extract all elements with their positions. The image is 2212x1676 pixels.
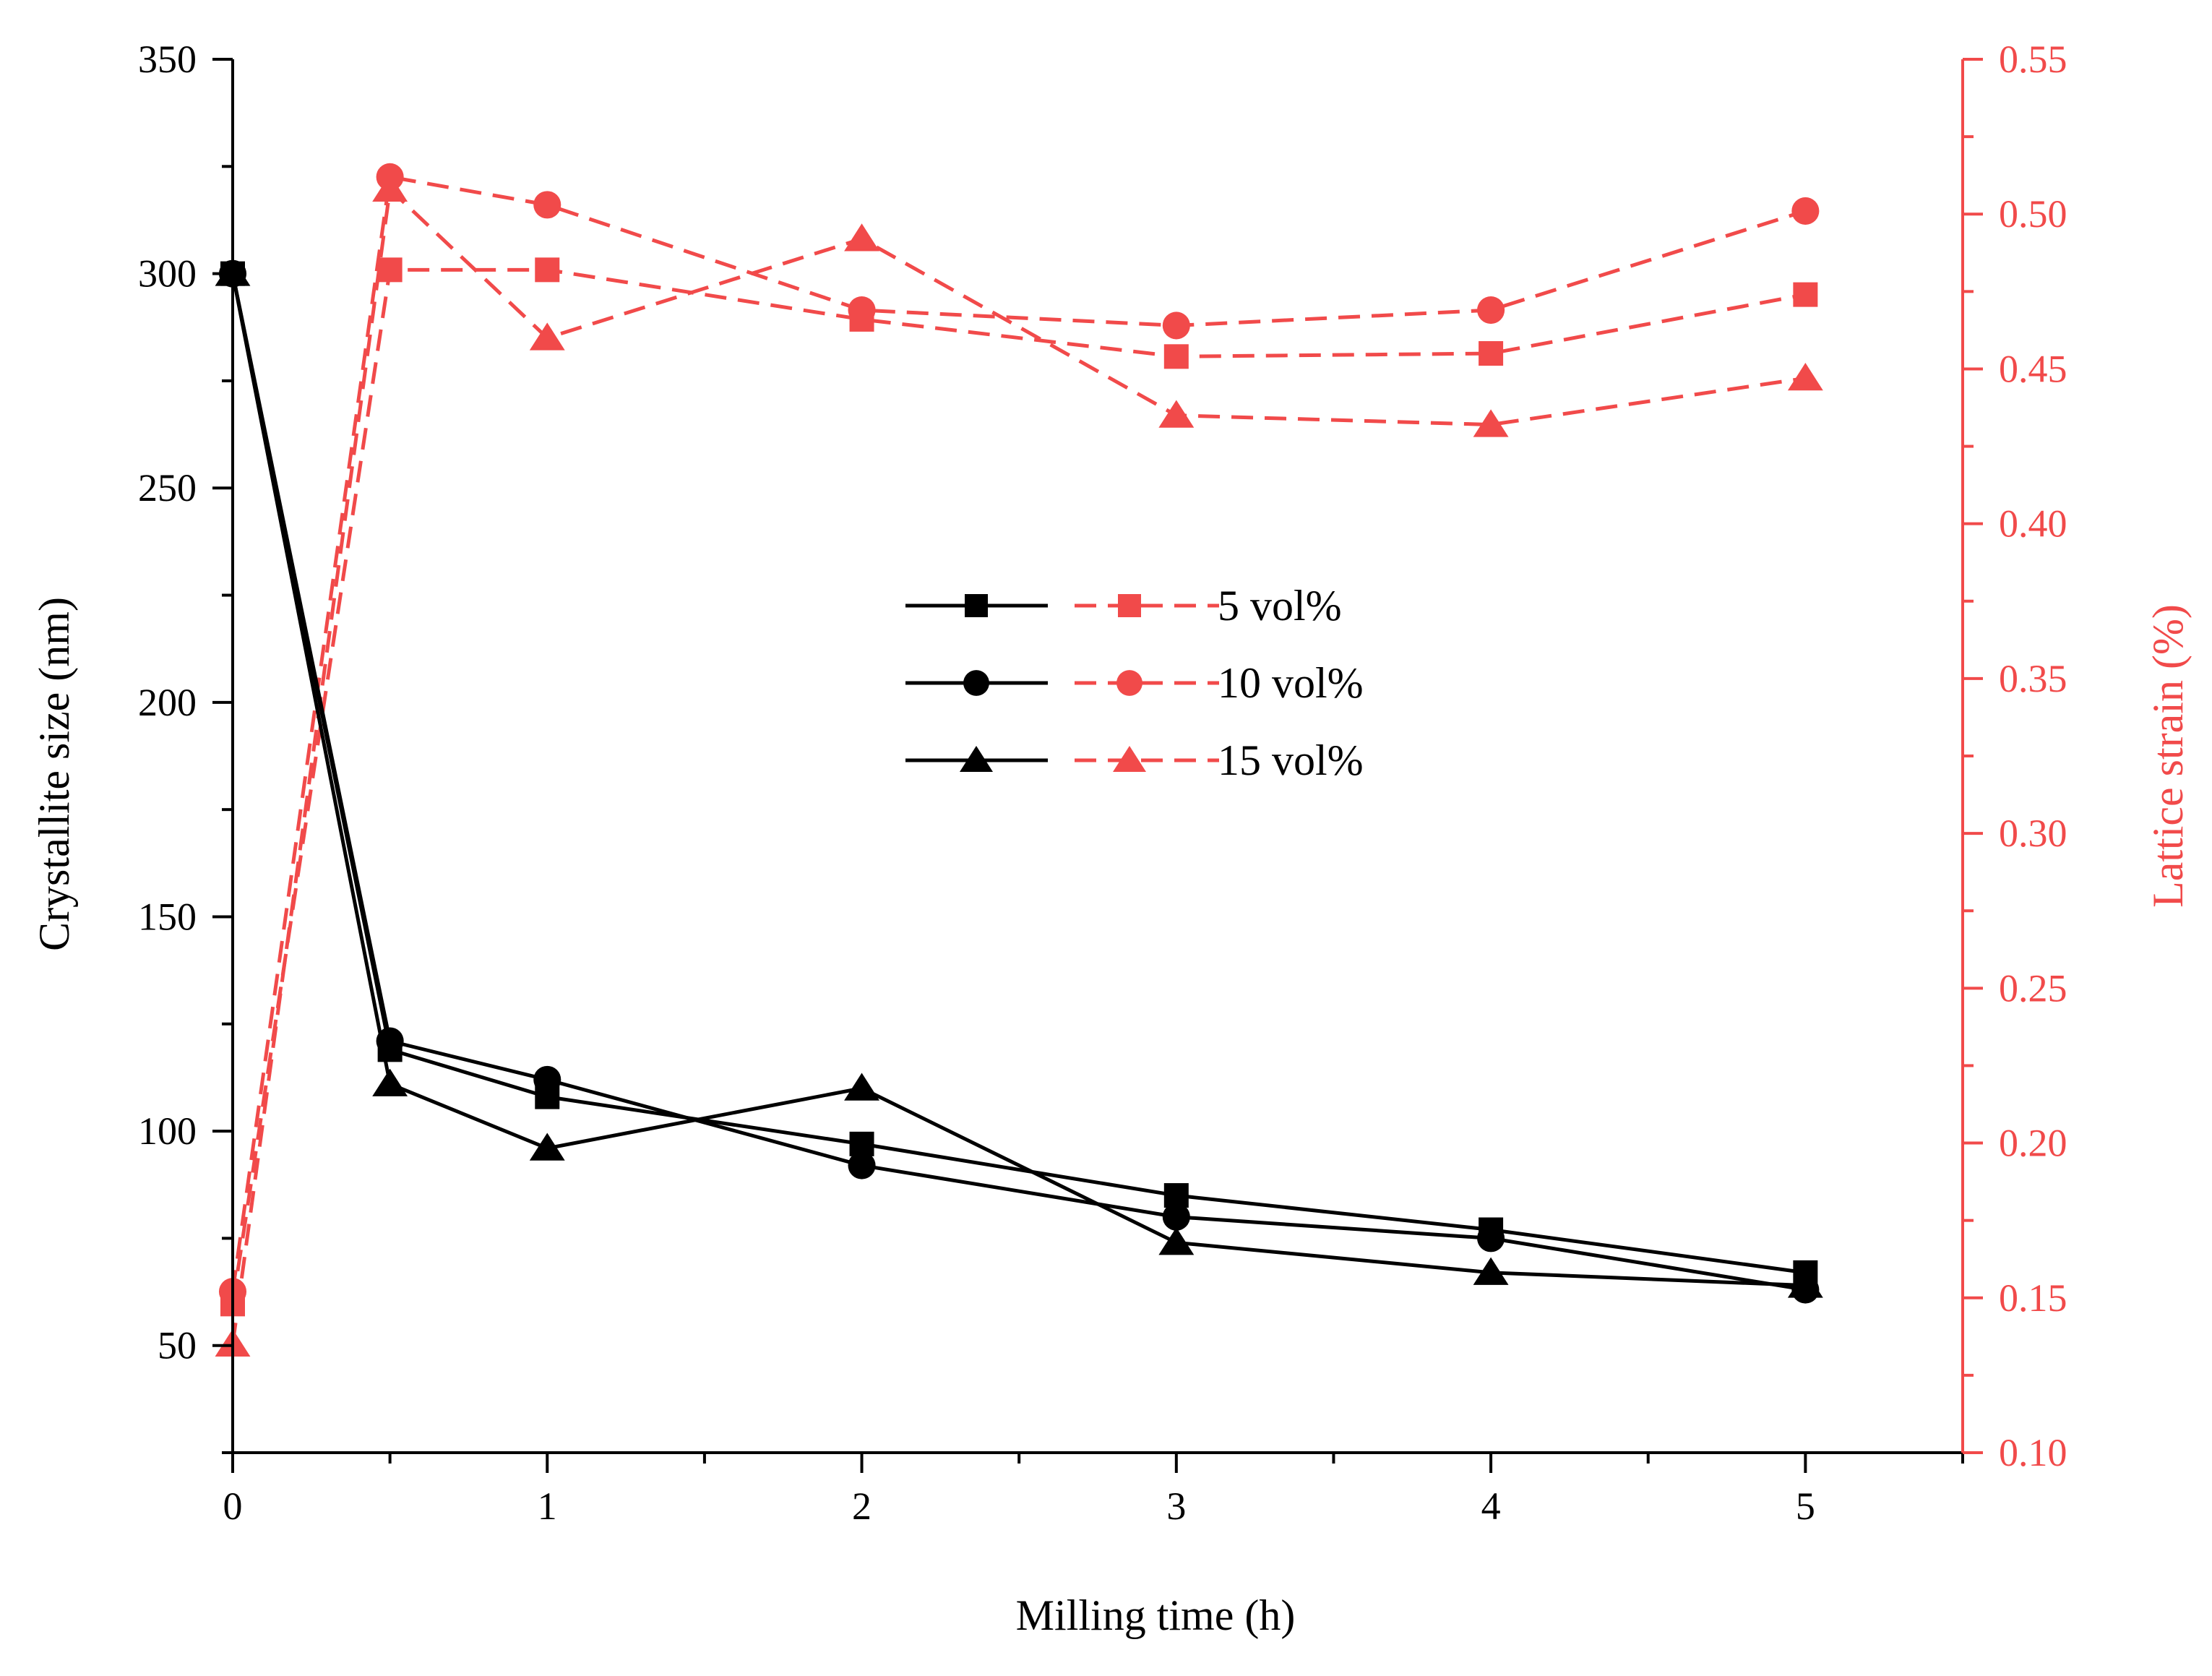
- legend-marker-dashed: [1118, 594, 1141, 617]
- legend: 5 vol% 10 vol% 15 vol%: [905, 582, 1364, 784]
- x-tick-label: 5: [1796, 1484, 1815, 1528]
- legend-item-5-vol-: 5 vol%: [905, 582, 1342, 629]
- legend-label: 10 vol%: [1218, 659, 1364, 707]
- data-point: [529, 322, 565, 351]
- data-point: [529, 1133, 565, 1161]
- y-axis-left-title: Crystallite size (nm): [30, 597, 78, 951]
- legend-item-10-vol-: 10 vol%: [905, 659, 1364, 707]
- data-point: [1162, 1203, 1190, 1231]
- x-axis-title: Milling time (h): [1016, 1591, 1296, 1639]
- y-right-tick-label: 0.35: [1999, 657, 2067, 700]
- y-right-tick-label: 0.45: [1999, 347, 2067, 390]
- series-line: [231, 273, 1806, 1288]
- data-point: [1162, 311, 1190, 340]
- series-line: [231, 273, 1806, 1292]
- series-1-10-vol--left: [218, 259, 1820, 1304]
- data-point: [848, 296, 876, 325]
- y-axis-right-title: Lattice strain (%): [2144, 604, 2192, 908]
- y-left-tick-label: 50: [158, 1324, 197, 1367]
- data-point: [1791, 197, 1820, 225]
- data-point: [1477, 296, 1505, 325]
- y-left-tick-label: 350: [138, 38, 197, 81]
- data-point: [1477, 1224, 1505, 1252]
- data-point: [372, 173, 408, 202]
- series-line: [231, 267, 1806, 1305]
- y-right-tick-label: 0.55: [1999, 38, 2067, 81]
- legend-marker-solid: [960, 746, 993, 772]
- series-3-5-vol--right: [220, 257, 1818, 1317]
- data-point: [533, 191, 561, 219]
- data-point: [844, 1073, 879, 1101]
- data-point: [535, 257, 560, 283]
- x-tick-label: 4: [1481, 1484, 1501, 1528]
- data-point: [533, 1065, 561, 1093]
- data-point: [377, 257, 403, 283]
- data-point: [1787, 1270, 1823, 1298]
- data-point: [1473, 1257, 1509, 1285]
- series-line: [231, 175, 1807, 1292]
- y-right-tick-label: 0.25: [1999, 966, 2067, 1010]
- data-point: [1158, 400, 1195, 428]
- series-4-10-vol--right: [218, 163, 1820, 1306]
- series-0-5-vol--left: [220, 261, 1818, 1285]
- y-left-tick-label: 100: [138, 1109, 197, 1153]
- y-left-tick-label: 300: [138, 252, 197, 296]
- data-point: [372, 1068, 408, 1096]
- legend-marker-solid: [965, 594, 988, 617]
- x-tick-label: 3: [1166, 1484, 1186, 1528]
- data-point: [1158, 1227, 1195, 1255]
- x-tick-label: 2: [852, 1484, 872, 1528]
- data-point: [1473, 409, 1509, 437]
- axes-layer: 0 1 2 3 4 5 50 100 150 200 250 300 350 0.10 0.15 0.20 0.…: [30, 38, 2192, 1639]
- legend-label: 15 vol%: [1218, 736, 1364, 784]
- data-point: [1793, 282, 1818, 307]
- series-2-15-vol--left: [215, 258, 1823, 1298]
- y-right-tick-label: 0.15: [1999, 1276, 2067, 1320]
- series-line: [231, 273, 1806, 1275]
- y-right-tick-label: 0.30: [1999, 812, 2067, 855]
- x-tick-label: 1: [538, 1484, 557, 1528]
- y-right-tick-label: 0.10: [1999, 1431, 2067, 1474]
- data-point: [848, 1151, 876, 1179]
- y-right-tick-label: 0.20: [1999, 1122, 2067, 1165]
- y-left-tick-label: 250: [138, 466, 197, 510]
- series-layer: [215, 163, 1823, 1357]
- data-point: [844, 223, 879, 252]
- y-right-tick-label: 0.40: [1999, 502, 2067, 546]
- legend-label: 5 vol%: [1218, 582, 1342, 629]
- data-point: [1163, 344, 1189, 369]
- legend-item-15-vol-: 15 vol%: [905, 736, 1364, 784]
- data-point: [1479, 341, 1504, 366]
- y-right-tick-label: 0.50: [1999, 192, 2067, 236]
- data-point: [1787, 363, 1823, 391]
- x-tick-label: 0: [223, 1484, 243, 1528]
- legend-marker-solid: [963, 670, 989, 696]
- legend-marker-dashed: [1113, 746, 1146, 772]
- y-left-tick-label: 150: [138, 895, 197, 938]
- y-left-tick-label: 200: [138, 681, 197, 724]
- series-5-15-vol--right: [215, 173, 1823, 1357]
- legend-marker-dashed: [1116, 670, 1142, 696]
